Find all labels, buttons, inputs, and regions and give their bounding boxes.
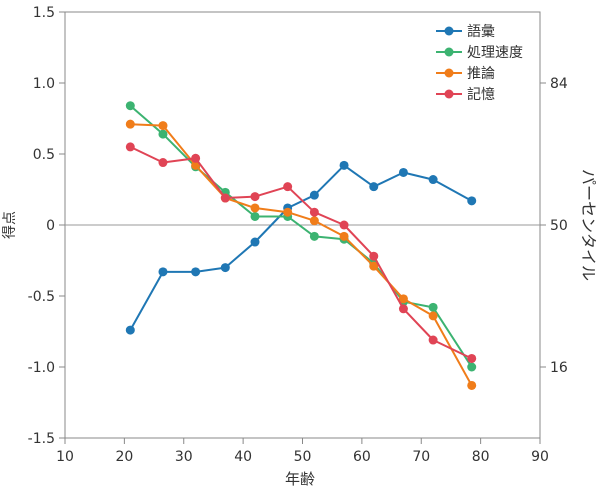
data-point xyxy=(369,182,379,192)
data-point xyxy=(398,294,408,304)
y2-tick-label: 50 xyxy=(550,218,568,234)
legend-marker xyxy=(444,89,454,99)
data-point xyxy=(158,121,168,131)
y2-tick-label: 16 xyxy=(550,360,568,376)
x-tick-label: 60 xyxy=(353,449,371,465)
x-tick-label: 70 xyxy=(412,449,430,465)
data-point xyxy=(220,193,230,203)
y-tick-label: -1.0 xyxy=(28,360,55,376)
data-point xyxy=(220,263,230,273)
plot-area xyxy=(125,101,477,390)
data-point xyxy=(428,302,438,312)
data-point xyxy=(125,142,135,152)
y-tick-label: 1.0 xyxy=(33,76,55,92)
data-point xyxy=(250,192,260,202)
y-tick-label: 0.5 xyxy=(33,147,55,163)
x-axis-label: 年齢 xyxy=(285,470,315,488)
data-point xyxy=(309,231,319,241)
x-tick-label: 10 xyxy=(56,449,74,465)
data-point xyxy=(467,353,477,363)
series-line xyxy=(129,164,473,331)
data-point xyxy=(398,304,408,314)
data-point xyxy=(125,101,135,111)
data-point xyxy=(191,160,201,170)
data-point xyxy=(250,237,260,247)
data-point xyxy=(191,153,201,163)
data-point xyxy=(309,190,319,200)
data-point xyxy=(339,160,349,170)
data-point xyxy=(369,251,379,261)
data-point xyxy=(158,129,168,139)
y-tick-label: -1.5 xyxy=(28,431,55,447)
legend-marker xyxy=(444,26,454,36)
x-tick-label: 90 xyxy=(531,449,549,465)
data-point xyxy=(309,216,319,226)
data-point xyxy=(309,207,319,217)
data-point xyxy=(125,119,135,129)
data-point xyxy=(339,231,349,241)
y-axis-label: 得点 xyxy=(1,211,18,239)
legend-label: 語彙 xyxy=(467,24,495,40)
data-point xyxy=(191,267,201,277)
data-point xyxy=(250,203,260,213)
data-point xyxy=(339,220,349,230)
legend-marker xyxy=(444,68,454,78)
legend-label: 記憶 xyxy=(467,86,495,103)
data-point xyxy=(125,325,135,335)
data-point xyxy=(369,261,379,271)
data-point xyxy=(428,311,438,321)
data-point xyxy=(158,158,168,168)
data-point xyxy=(158,267,168,277)
y-tick-label: 0 xyxy=(46,218,55,234)
data-point xyxy=(283,207,293,217)
legend-label: 推論 xyxy=(467,66,495,82)
x-tick-label: 80 xyxy=(472,449,490,465)
data-point xyxy=(467,362,477,372)
y2-axis-label: パーセンタイル xyxy=(579,169,598,281)
x-tick-label: 50 xyxy=(294,449,312,465)
series-line xyxy=(129,145,473,360)
data-point xyxy=(428,335,438,345)
axes: 10 20 30 40 50 60 70 80 90 1.5 1.0 0.5 0 -0.5 -1.0 -1.5… xyxy=(28,5,568,465)
legend-label: 処理速度 xyxy=(467,45,523,61)
data-point xyxy=(283,182,293,192)
x-tick-label: 20 xyxy=(115,449,133,465)
y2-tick-label: 84 xyxy=(550,76,568,92)
data-point xyxy=(398,167,408,177)
data-point xyxy=(250,211,260,221)
legend-marker xyxy=(444,47,454,57)
data-point xyxy=(467,380,477,390)
x-tick-label: 30 xyxy=(175,449,193,465)
y-tick-label: 1.5 xyxy=(33,5,55,21)
x-tick-label: 40 xyxy=(234,449,252,465)
data-point xyxy=(428,175,438,185)
data-point xyxy=(467,196,477,206)
y-tick-label: -0.5 xyxy=(28,289,55,305)
series-line xyxy=(130,123,473,386)
